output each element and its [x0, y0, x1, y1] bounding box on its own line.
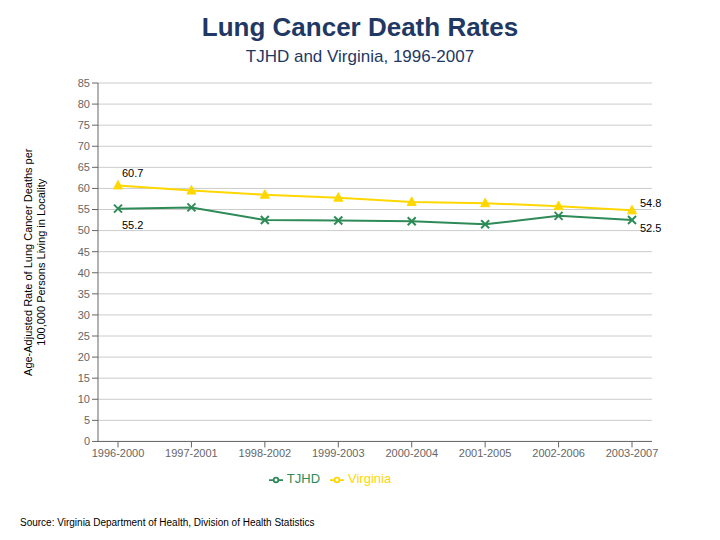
svg-text:10: 10 — [78, 393, 90, 405]
svg-text:20: 20 — [78, 351, 90, 363]
svg-text:0: 0 — [84, 435, 90, 447]
svg-text:1997-2001: 1997-2001 — [165, 447, 218, 459]
svg-text:50: 50 — [78, 224, 90, 236]
svg-text:30: 30 — [78, 309, 90, 321]
svg-text:54.8: 54.8 — [640, 197, 661, 209]
svg-text:35: 35 — [78, 288, 90, 300]
svg-text:45: 45 — [78, 246, 90, 258]
html-text:TJHD and Virginia, 1996-2007: TJHD and Virginia, 1996-2007 — [245, 47, 475, 66]
html-text:Source: Virginia Department of: Source: Virginia Department of Health, D… — [20, 517, 315, 528]
html-text:Virginia: Virginia — [348, 471, 392, 487]
svg-text:25: 25 — [78, 330, 90, 342]
svg-text:60: 60 — [78, 182, 90, 194]
svg-text:70: 70 — [78, 140, 90, 152]
svg-text:55.2: 55.2 — [122, 219, 143, 231]
svg-text:2000-2004: 2000-2004 — [385, 447, 438, 459]
svg-text:1998-2002: 1998-2002 — [239, 447, 292, 459]
svg-text:5: 5 — [84, 414, 90, 426]
svg-text:65: 65 — [78, 161, 90, 173]
svg-text:75: 75 — [78, 119, 90, 131]
svg-text:40: 40 — [78, 267, 90, 279]
svg-text:2003-2007: 2003-2007 — [606, 447, 659, 459]
svg-text:15: 15 — [78, 372, 90, 384]
svg-text:2002-2006: 2002-2006 — [532, 447, 585, 459]
svg-text:52.5: 52.5 — [640, 222, 661, 234]
html-text:Lung Cancer Death Rates: Lung Cancer Death Rates — [201, 12, 519, 42]
svg-text:80: 80 — [78, 98, 90, 110]
svg-text:1999-2003: 1999-2003 — [312, 447, 365, 459]
svg-text:Age-Adjusted Rate of Lung Canc: Age-Adjusted Rate of Lung Cancer Deaths … — [22, 148, 47, 376]
svg-text:55: 55 — [78, 203, 90, 215]
svg-text:60.7: 60.7 — [122, 167, 143, 179]
svg-text:2001-2005: 2001-2005 — [459, 447, 512, 459]
svg-text:1996-2000: 1996-2000 — [92, 447, 145, 459]
svg-text:85: 85 — [78, 77, 90, 89]
html-text:TJHD: TJHD — [286, 471, 320, 487]
